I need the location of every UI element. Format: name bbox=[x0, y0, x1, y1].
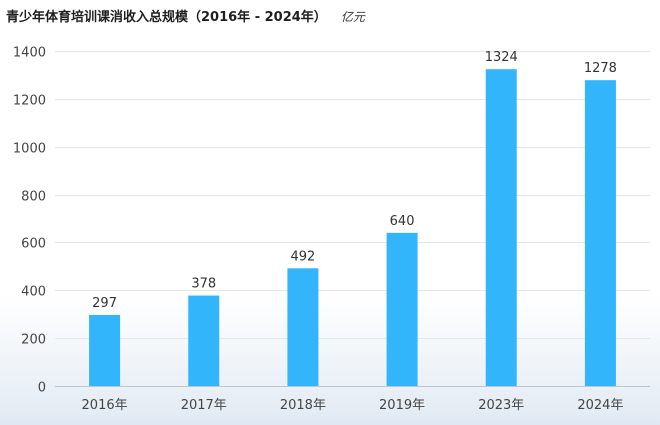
chart-header: 青少年体育培训课消收入总规模（2016年 - 2024年） 亿元 bbox=[6, 6, 365, 28]
data-label: 297 bbox=[92, 296, 117, 311]
y-tick-label: 800 bbox=[21, 190, 46, 205]
bar bbox=[188, 295, 220, 386]
data-label: 640 bbox=[390, 214, 415, 229]
x-tick-label: 2019年 bbox=[379, 398, 425, 413]
unit-label: 亿元 bbox=[340, 10, 365, 24]
chart-title: 青少年体育培训课消收入总规模（2016年 - 2024年） bbox=[6, 10, 327, 25]
bar bbox=[584, 80, 616, 386]
y-tick-label: 0 bbox=[38, 381, 46, 396]
bar bbox=[89, 314, 121, 386]
y-tick-label: 1200 bbox=[13, 94, 46, 109]
x-tick-label: 2023年 bbox=[478, 398, 524, 413]
y-tick-label: 200 bbox=[21, 333, 46, 348]
data-label: 378 bbox=[191, 277, 216, 292]
bar bbox=[485, 69, 517, 386]
y-tick-label: 1000 bbox=[13, 142, 46, 157]
data-label: 1278 bbox=[584, 61, 617, 76]
bar bbox=[287, 268, 319, 386]
x-tick-label: 2017年 bbox=[181, 398, 227, 413]
y-axis-ticks: 0 200 400 600 800 1000 1200 1400 bbox=[13, 46, 46, 396]
data-label: 1324 bbox=[485, 50, 518, 65]
x-tick-label: 2016年 bbox=[82, 398, 128, 413]
y-tick-label: 600 bbox=[21, 237, 46, 252]
data-labels: 297 378 492 640 1324 1278 bbox=[92, 50, 617, 311]
x-tick-label: 2018年 bbox=[280, 398, 326, 413]
y-tick-label: 400 bbox=[21, 285, 46, 300]
y-tick-label: 1400 bbox=[13, 46, 46, 61]
grid-lines bbox=[55, 51, 650, 387]
bars bbox=[89, 69, 616, 386]
data-label: 492 bbox=[291, 249, 316, 264]
x-axis-ticks: 2016年 2017年 2018年 2019年 2023年 2024年 bbox=[82, 398, 624, 413]
bar bbox=[386, 232, 418, 386]
x-tick-label: 2024年 bbox=[577, 398, 623, 413]
